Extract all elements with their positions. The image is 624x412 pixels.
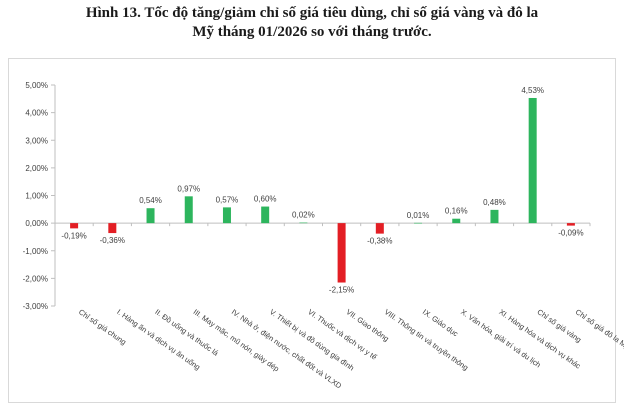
category-label: II. Đồ uống và thuốc lá <box>153 307 220 358</box>
data-label: 0,54% <box>139 196 162 205</box>
y-tick-label: -1,00% <box>23 247 48 256</box>
bar <box>70 223 79 229</box>
bar <box>146 208 155 224</box>
chart-title-line-1: Hình 13. Tốc độ tăng/giảm chỉ số giá tiê… <box>85 5 539 21</box>
bar <box>299 222 308 224</box>
y-tick-label: 4,00% <box>25 109 48 118</box>
data-label: 0,57% <box>216 195 239 204</box>
bar <box>566 223 575 226</box>
data-label: -0,38% <box>367 237 392 246</box>
data-label: 4,53% <box>521 86 544 95</box>
bar <box>261 206 270 224</box>
y-tick-label: -2,00% <box>23 274 48 283</box>
y-tick-label: -3,00% <box>23 302 48 311</box>
category-label: VI. Thuốc và dịch vụ y tế <box>306 307 379 362</box>
data-label: 0,01% <box>407 211 430 220</box>
data-label: 0,02% <box>292 211 315 220</box>
y-tick-label: 2,00% <box>25 164 48 173</box>
bar <box>414 222 423 224</box>
data-label: -0,36% <box>100 236 125 245</box>
y-tick-label: 1,00% <box>25 192 48 201</box>
data-label: -0,19% <box>61 231 86 240</box>
bar <box>337 223 346 283</box>
y-tick-label: 0,00% <box>25 219 48 228</box>
bar <box>375 223 384 234</box>
data-label: 0,16% <box>445 207 468 216</box>
chart-title: Hình 13. Tốc độ tăng/giảm chỉ số giá tiê… <box>0 4 624 42</box>
y-tick-label: 5,00% <box>25 81 48 90</box>
bar <box>184 196 193 224</box>
data-label: 0,48% <box>483 198 506 207</box>
category-label: Chỉ số giá đô la Mỹ <box>574 307 624 351</box>
y-tick-label: 3,00% <box>25 136 48 145</box>
bar <box>108 223 117 234</box>
data-label: 0,97% <box>177 184 200 193</box>
chart-frame <box>8 58 616 403</box>
data-label: -2,15% <box>329 286 354 295</box>
data-label: 0,60% <box>254 195 277 204</box>
bar <box>452 218 461 224</box>
bar <box>528 97 537 224</box>
chart-title-line-2: Mỹ tháng 01/2026 so với tháng trước. <box>192 24 432 40</box>
bar <box>490 209 499 224</box>
bottom-decoration <box>0 405 624 412</box>
data-label: -0,09% <box>558 229 583 238</box>
bar <box>222 207 231 224</box>
